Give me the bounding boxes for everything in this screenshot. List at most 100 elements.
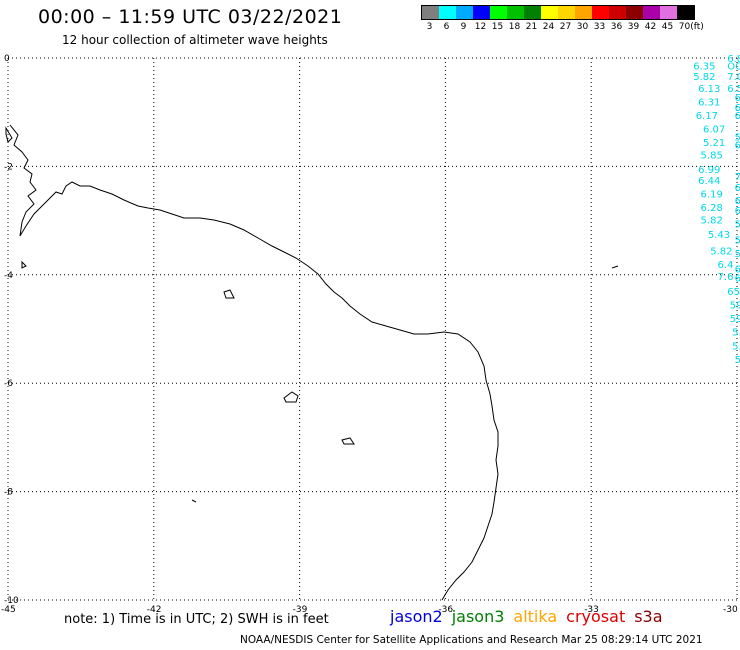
wave-height-legend: 3 6 9 12 15 18 21 24 27 30 33 36 39 42 45 70 (ft) [421, 5, 704, 32]
legend-swatch-27 [558, 6, 575, 19]
legend-label-27: 27 [559, 22, 572, 32]
swh-observation: 5.82 [701, 216, 723, 227]
swh-observation: 59 [730, 314, 740, 325]
swh-observation: 6.44 [698, 176, 720, 187]
lon-tick-label: -42 [147, 605, 162, 615]
lat-tick-label: -6 [4, 379, 13, 389]
legend-swatch-39 [626, 6, 643, 19]
swh-observation: 6.86 [727, 54, 740, 65]
swh-observation: 6.07 [703, 124, 725, 135]
map-title: 00:00 – 11:59 UTC 03/22/2021 [38, 6, 343, 28]
lon-tick-label: -45 [1, 605, 16, 615]
swh-observation: 6.57 [727, 84, 740, 95]
swh-observation: 7.4 [735, 172, 740, 183]
legend-label-9: 9 [460, 22, 467, 32]
island-d [191, 499, 197, 503]
legend-label-15: 15 [491, 22, 504, 32]
swh-observation: 6.1 [735, 183, 740, 194]
legend-swatch-33 [592, 6, 609, 19]
swh-observation: 5.9 [732, 328, 740, 339]
legend-label-39: 39 [627, 22, 640, 32]
map-grid [7, 57, 738, 601]
legend-swatch-3 [422, 6, 439, 19]
swh-observation: 6.32 [735, 103, 740, 114]
lon-tick-label: -36 [438, 605, 453, 615]
legend-label-12: 12 [474, 22, 487, 32]
swh-observation: 5.8 [735, 236, 740, 247]
swh-observation: 5.8 [732, 341, 740, 352]
swh-observation: 6.27 [735, 111, 740, 122]
note-text: note: 1) Time is in UTC; 2) SWH is in fe… [64, 612, 329, 627]
swh-observation: 5.21 [703, 138, 725, 149]
south-america-coastline [9, 124, 499, 601]
island-a [223, 289, 235, 299]
swh-observation: 5.2 [735, 219, 740, 230]
swh-observation: 5.96 [735, 133, 740, 144]
coastline [5, 124, 619, 601]
legend-swatch-9 [456, 6, 473, 19]
legend-swatch-24 [541, 6, 558, 19]
swh-observation: 7.03 [727, 72, 740, 83]
lat-tick-label: -10 [4, 596, 19, 606]
island-b [283, 391, 299, 403]
legend-swatch-42 [643, 6, 660, 19]
legend-swatch-21 [524, 6, 541, 19]
lat-tick-label: -4 [4, 271, 13, 281]
swh-observation: 5.82 [710, 246, 732, 257]
swh-observation: 5.85 [701, 150, 723, 161]
swh-observation: 5.9 [735, 249, 740, 260]
swh-observation: 6.28 [701, 203, 723, 214]
observation-track: 6.866.35OOO5.827.036.136.576.326.316.326… [693, 54, 740, 366]
swh-observation: 6.4 [718, 260, 734, 271]
swh-observation: 6.3 [735, 206, 740, 217]
swh-observation: 59 [730, 301, 740, 312]
island-e [611, 265, 619, 269]
swh-observation: 6.31 [698, 97, 720, 108]
swh-observation: 5.43 [708, 230, 730, 241]
footer-credit: NOAA/NESDIS Center for Satellite Applica… [240, 634, 703, 646]
legend-color-bar [421, 5, 695, 20]
legend-label-18: 18 [508, 22, 521, 32]
satellite-s3a: s3a [634, 607, 663, 626]
legend-label-42: 42 [644, 22, 657, 32]
legend-label-6: 6 [443, 22, 450, 32]
legend-label-45: 45 [661, 22, 674, 32]
legend-swatch-45 [660, 6, 677, 19]
satellite-cryosat: cryosat [566, 607, 626, 626]
swh-observation: 6.32 [735, 93, 740, 104]
legend-label-30: 30 [576, 22, 589, 32]
legend-swatch-70 [677, 6, 694, 19]
lat-tick-label: -2 [4, 162, 13, 172]
legend-label-21: 21 [525, 22, 538, 32]
legend-swatch-15 [490, 6, 507, 19]
legend-swatch-18 [507, 6, 524, 19]
swh-observation: 6.59 [735, 141, 740, 152]
legend-swatch-30 [575, 6, 592, 19]
lat-tick-label: 0 [4, 54, 10, 64]
swh-observation: 5.82 [693, 72, 715, 83]
legend-label-3: 3 [426, 22, 433, 32]
map-subtitle: 12 hour collection of altimeter wave hei… [62, 33, 328, 47]
legend-swatch-12 [473, 6, 490, 19]
satellite-legend: jason2 jason3 altika cryosat s3a [390, 607, 672, 626]
legend-swatch-36 [609, 6, 626, 19]
swh-observation: 6.19 [701, 190, 723, 201]
legend-label-24: 24 [542, 22, 555, 32]
swh-observation: 65 [727, 287, 740, 298]
satellite-jason3: jason3 [451, 607, 505, 626]
swh-observation: 6.17 [696, 111, 718, 122]
swh-observation: 6.2 [735, 274, 740, 285]
lon-tick-label: -39 [293, 605, 308, 615]
satellite-jason2: jason2 [390, 607, 443, 626]
swh-observation: 6.35 [693, 62, 715, 73]
swh-observation: 6.13 [698, 84, 720, 95]
swh-observation: 6.6 [735, 196, 740, 207]
swh-observation: OOO [727, 62, 740, 73]
swh-observation: 7.6 [718, 272, 734, 283]
legend-label-70: 70 [678, 22, 691, 32]
legend-swatch-6 [439, 6, 456, 19]
legend-unit: (ft) [690, 22, 704, 32]
swh-observation: 5.6 [735, 355, 740, 366]
lat-tick-label: -8 [4, 488, 13, 498]
coastal-island [5, 126, 13, 143]
